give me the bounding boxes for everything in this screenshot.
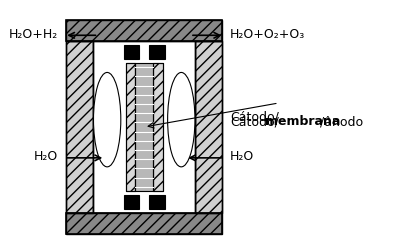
Bar	[66, 21, 222, 42]
Bar	[135, 63, 153, 192]
Bar	[149, 46, 165, 59]
Bar	[149, 196, 165, 209]
Ellipse shape	[94, 73, 121, 167]
Bar	[66, 21, 222, 42]
Bar	[153, 63, 163, 192]
Text: H₂O+H₂: H₂O+H₂	[9, 28, 58, 41]
Bar	[66, 42, 94, 213]
Text: H₂O: H₂O	[34, 150, 58, 163]
Bar	[66, 42, 94, 213]
Text: H₂O+O₂+O₃: H₂O+O₂+O₃	[230, 28, 305, 41]
Text: Cátodo/: Cátodo/	[230, 115, 279, 128]
Bar	[126, 63, 135, 192]
Text: /ânodo: /ânodo	[320, 115, 363, 128]
Bar	[195, 42, 222, 213]
Bar	[124, 196, 139, 209]
Bar	[66, 213, 222, 234]
Bar	[126, 63, 135, 192]
Bar	[124, 46, 139, 59]
Bar	[195, 42, 222, 213]
Bar	[66, 213, 222, 234]
Text: Cátodo/: Cátodo/	[230, 110, 279, 123]
Text: H₂O: H₂O	[230, 150, 254, 163]
Bar	[94, 42, 195, 213]
Text: membrana: membrana	[265, 115, 341, 128]
Ellipse shape	[168, 73, 195, 167]
Bar	[153, 63, 163, 192]
